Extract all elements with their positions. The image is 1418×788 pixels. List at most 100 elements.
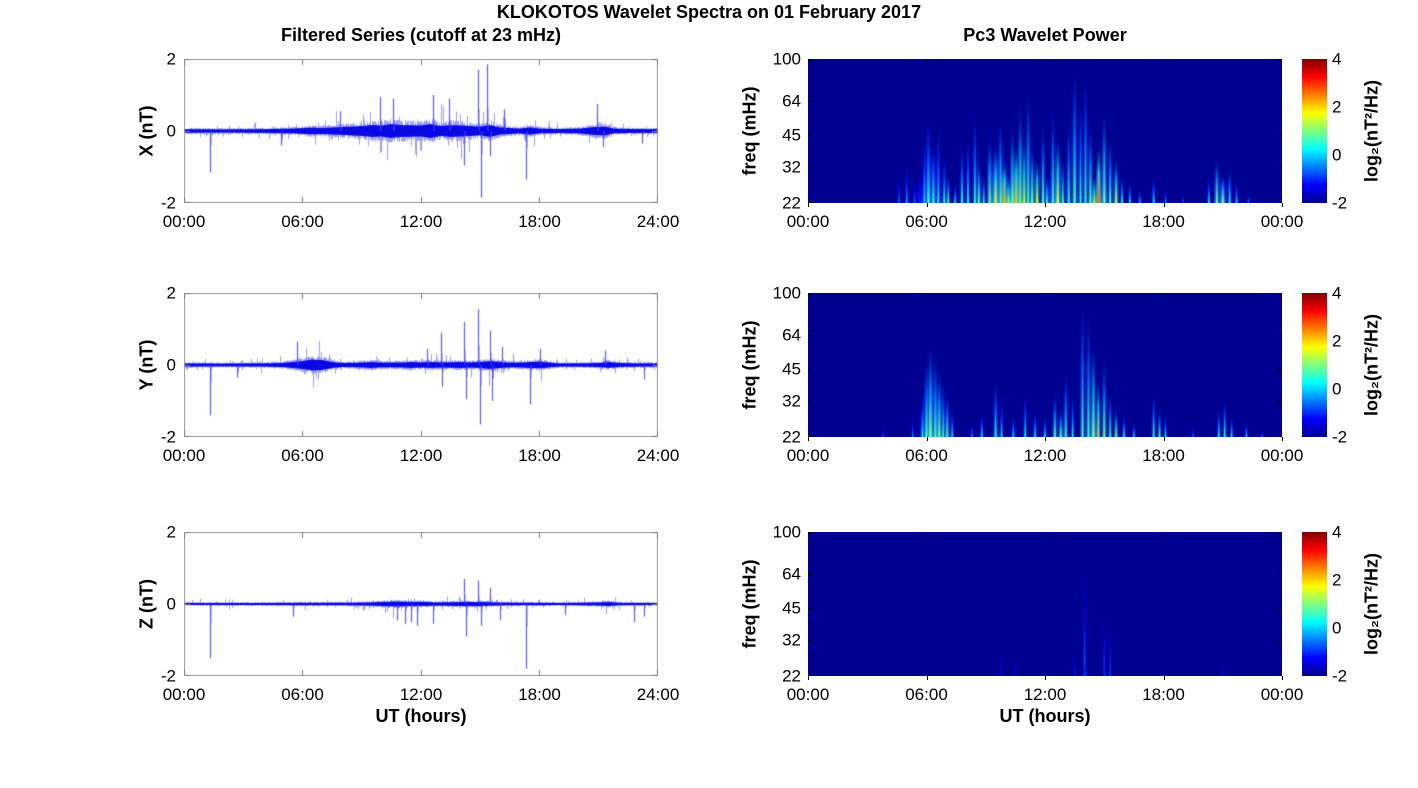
freq-tick-label: 100 (772, 522, 801, 542)
y-tick-label: 2 (166, 522, 176, 542)
freq-tick-label: 22 (782, 666, 801, 686)
axis-tick-mark (926, 437, 928, 441)
y-tick-label: 2 (166, 283, 176, 303)
y-tick-label: -2 (160, 427, 176, 447)
colorbar-tick-label: -2 (1332, 427, 1348, 447)
x-tick-label: 00:00 (1260, 685, 1304, 704)
timeseries-panel-y (184, 293, 658, 437)
colorbar-tick-label: 2 (1332, 570, 1342, 590)
colorbar-tick-label: -2 (1332, 193, 1348, 213)
y-tick-label: -2 (160, 666, 176, 686)
freq-tick-label: 64 (782, 564, 801, 584)
x-tick-label: 00:00 (162, 685, 206, 704)
colorbar-tick-label: 4 (1332, 49, 1342, 69)
x-tick-label: 06:00 (905, 446, 948, 465)
freq-tick-label: 64 (782, 325, 801, 345)
spectrogram-panel-y (808, 293, 1282, 437)
axis-tick-mark (1163, 437, 1165, 441)
freq-tick-label: 22 (782, 427, 801, 447)
x-tick-label: 06:00 (905, 685, 948, 704)
x-tick-label: 12:00 (399, 446, 443, 465)
spectrogram-panel-x (808, 59, 1282, 203)
axis-tick-mark (1282, 203, 1283, 207)
axis-tick-mark (1045, 203, 1046, 207)
freq-tick-label: 64 (782, 91, 801, 111)
axis-tick-mark (1045, 676, 1046, 680)
colorbar-1 (1302, 59, 1327, 203)
x-tick-label: 00:00 (786, 212, 830, 231)
colorbar-canvas-1 (1302, 59, 1327, 203)
left-column-title: Filtered Series (cutoff at 23 mHz) (280, 25, 562, 45)
x-tick-label: 12:00 (1023, 685, 1067, 704)
colorbar-3 (1302, 532, 1327, 676)
x-tick-label: 18:00 (1142, 212, 1185, 231)
x-tick-label: 24:00 (636, 212, 680, 231)
freq-tick-label: 32 (782, 157, 801, 177)
x-tick-label: 00:00 (786, 685, 830, 704)
x-tick-label: 24:00 (636, 446, 680, 465)
y-axis-label-x: X (nT) (136, 105, 157, 157)
timeseries-canvas-y (184, 293, 658, 437)
freq-tick-label: 100 (772, 49, 801, 69)
colorbar-label-1: log₂(nT²/Hz) (1361, 80, 1382, 182)
timeseries-panel-x (184, 59, 658, 203)
freq-tick-label: 45 (782, 598, 801, 618)
axis-tick-mark (808, 676, 809, 680)
spectrogram-canvas-y (808, 293, 1282, 437)
x-tick-label: 24:00 (636, 685, 680, 704)
axis-tick-mark (926, 203, 928, 207)
timeseries-panel-z (184, 532, 658, 676)
freq-tick-label: 45 (782, 359, 801, 379)
x-tick-label: 18:00 (518, 685, 561, 704)
x-tick-label: 00:00 (1260, 212, 1304, 231)
freq-axis-label-2: freq (mHz) (739, 320, 760, 410)
axis-tick-mark (926, 676, 928, 680)
y-tick-label: 0 (166, 355, 176, 375)
x-axis-label-left: UT (hours) (375, 706, 467, 726)
x-tick-label: 12:00 (399, 685, 443, 704)
freq-axis-label-3: freq (mHz) (739, 559, 760, 649)
colorbar-tick-label: -2 (1332, 666, 1348, 686)
x-tick-label: 06:00 (281, 212, 324, 231)
x-tick-label: 18:00 (518, 212, 561, 231)
x-tick-label: 12:00 (1023, 446, 1067, 465)
y-tick-label: 2 (166, 49, 176, 69)
colorbar-tick-label: 0 (1332, 145, 1342, 165)
colorbar-canvas-3 (1302, 532, 1327, 676)
x-tick-label: 06:00 (281, 685, 324, 704)
timeseries-canvas-x (184, 59, 658, 203)
colorbar-2 (1302, 293, 1327, 437)
axis-tick-mark (1282, 676, 1283, 680)
axis-tick-mark (1163, 203, 1165, 207)
x-axis-label-right: UT (hours) (999, 706, 1091, 726)
axis-tick-mark (1163, 676, 1165, 680)
colorbar-canvas-2 (1302, 293, 1327, 437)
colorbar-tick-label: 4 (1332, 522, 1342, 542)
freq-tick-label: 45 (782, 125, 801, 145)
y-tick-label: -2 (160, 193, 176, 213)
x-tick-label: 18:00 (1142, 446, 1185, 465)
colorbar-label-2: log₂(nT²/Hz) (1361, 314, 1382, 416)
y-tick-label: 0 (166, 594, 176, 614)
colorbar-tick-label: 0 (1332, 618, 1342, 638)
timeseries-canvas-z (184, 532, 658, 676)
axis-tick-mark (1045, 437, 1046, 441)
freq-tick-label: 32 (782, 630, 801, 650)
spectrogram-panel-z (808, 532, 1282, 676)
colorbar-label-3: log₂(nT²/Hz) (1361, 553, 1382, 655)
colorbar-tick-label: 4 (1332, 283, 1342, 303)
y-axis-label-z: Z (nT) (136, 579, 157, 629)
x-tick-label: 18:00 (1142, 685, 1185, 704)
x-tick-label: 00:00 (1260, 446, 1304, 465)
freq-tick-label: 22 (782, 193, 801, 213)
spectrogram-canvas-x (808, 59, 1282, 203)
x-tick-label: 18:00 (518, 446, 561, 465)
freq-tick-label: 100 (772, 283, 801, 303)
x-tick-label: 00:00 (786, 446, 830, 465)
freq-axis-label-1: freq (mHz) (739, 86, 760, 176)
axis-tick-mark (808, 203, 809, 207)
axis-tick-mark (808, 437, 809, 441)
y-axis-label-y: Y (nT) (136, 339, 157, 391)
figure-title: KLOKOTOS Wavelet Spectra on 01 February … (496, 2, 922, 22)
